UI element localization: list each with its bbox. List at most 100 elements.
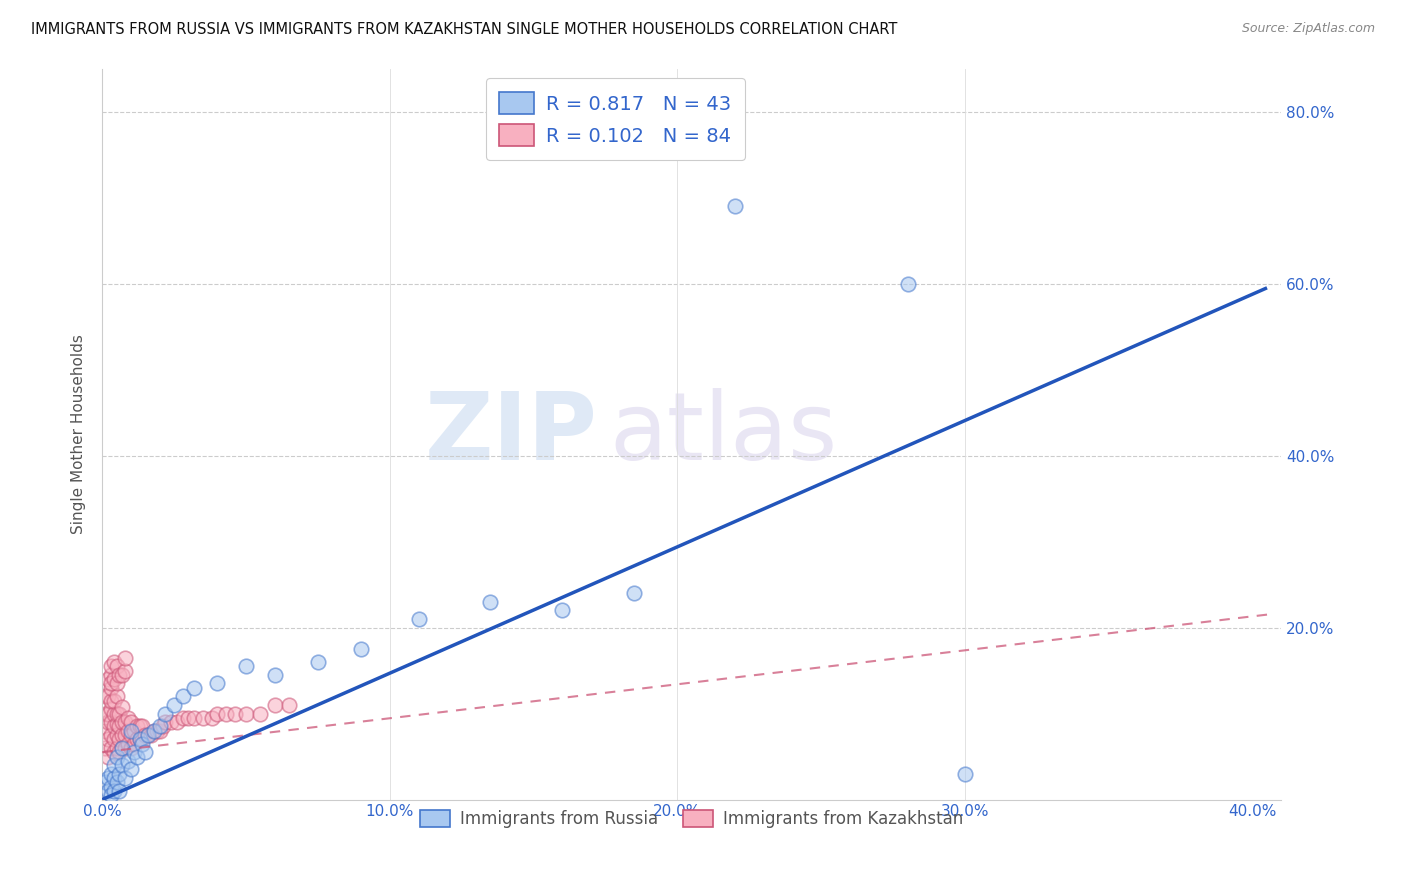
Point: [200, 711, 222, 725]
Point: [97, 749, 120, 764]
Point: [97, 706, 120, 721]
Point: [103, 784, 125, 798]
Point: [149, 719, 172, 733]
Point: [120, 740, 142, 755]
Point: [100, 715, 122, 730]
Point: [103, 706, 125, 721]
Legend: Immigrants from Russia, Immigrants from Kazakhstan: Immigrants from Russia, Immigrants from …: [413, 804, 970, 835]
Point: [163, 698, 186, 712]
Point: [117, 723, 139, 738]
Point: [479, 595, 502, 609]
Point: [94, 690, 117, 704]
Point: [128, 732, 150, 747]
Point: [114, 728, 136, 742]
Point: [143, 723, 166, 738]
Point: [111, 758, 134, 772]
Point: [235, 706, 257, 721]
Point: [114, 740, 136, 755]
Point: [103, 719, 125, 733]
Point: [263, 668, 285, 682]
Point: [136, 728, 159, 742]
Point: [131, 737, 153, 751]
Text: atlas: atlas: [609, 388, 838, 480]
Point: [103, 732, 125, 747]
Point: [111, 699, 134, 714]
Point: [120, 763, 142, 777]
Point: [100, 668, 122, 682]
Point: [307, 655, 329, 669]
Y-axis label: Single Mother Households: Single Mother Households: [72, 334, 86, 534]
Point: [131, 719, 153, 733]
Point: [94, 706, 117, 721]
Point: [114, 650, 136, 665]
Point: [108, 784, 131, 798]
Point: [149, 723, 172, 738]
Point: [117, 737, 139, 751]
Point: [94, 775, 117, 789]
Point: [134, 745, 156, 759]
Point: [136, 728, 159, 742]
Point: [97, 732, 120, 747]
Point: [122, 745, 145, 759]
Point: [100, 681, 122, 695]
Point: [183, 711, 205, 725]
Point: [105, 706, 128, 721]
Point: [105, 728, 128, 742]
Point: [207, 706, 229, 721]
Point: [114, 771, 136, 785]
Point: [177, 711, 200, 725]
Point: [125, 719, 148, 733]
Point: [111, 715, 134, 730]
Point: [114, 715, 136, 730]
Point: [172, 690, 194, 704]
Point: [103, 655, 125, 669]
Point: [108, 766, 131, 780]
Point: [94, 723, 117, 738]
Point: [623, 586, 645, 600]
Point: [97, 771, 120, 785]
Point: [143, 723, 166, 738]
Point: [105, 716, 128, 731]
Point: [146, 723, 169, 738]
Point: [131, 732, 153, 747]
Point: [350, 642, 373, 657]
Point: [100, 693, 122, 707]
Point: [235, 659, 257, 673]
Point: [97, 690, 120, 704]
Text: Source: ZipAtlas.com: Source: ZipAtlas.com: [1241, 22, 1375, 36]
Point: [117, 754, 139, 768]
Point: [108, 706, 131, 721]
Text: ZIP: ZIP: [425, 388, 598, 480]
Point: [896, 277, 918, 291]
Point: [100, 676, 122, 690]
Point: [117, 711, 139, 725]
Point: [155, 706, 177, 721]
Point: [155, 715, 177, 730]
Point: [108, 732, 131, 747]
Point: [103, 758, 125, 772]
Point: [160, 715, 183, 730]
Point: [100, 789, 122, 803]
Point: [105, 690, 128, 704]
Point: [128, 719, 150, 733]
Point: [105, 775, 128, 789]
Point: [120, 723, 142, 738]
Point: [953, 766, 976, 780]
Point: [172, 711, 194, 725]
Point: [103, 745, 125, 759]
Point: [249, 706, 271, 721]
Point: [100, 780, 122, 794]
Point: [108, 668, 131, 682]
Point: [105, 676, 128, 690]
Point: [207, 676, 229, 690]
Point: [263, 698, 285, 712]
Point: [114, 664, 136, 678]
Point: [183, 681, 205, 695]
Point: [139, 728, 162, 742]
Point: [100, 740, 122, 755]
Point: [166, 715, 188, 730]
Point: [100, 659, 122, 673]
Point: [120, 715, 142, 730]
Point: [97, 715, 120, 730]
Point: [122, 723, 145, 738]
